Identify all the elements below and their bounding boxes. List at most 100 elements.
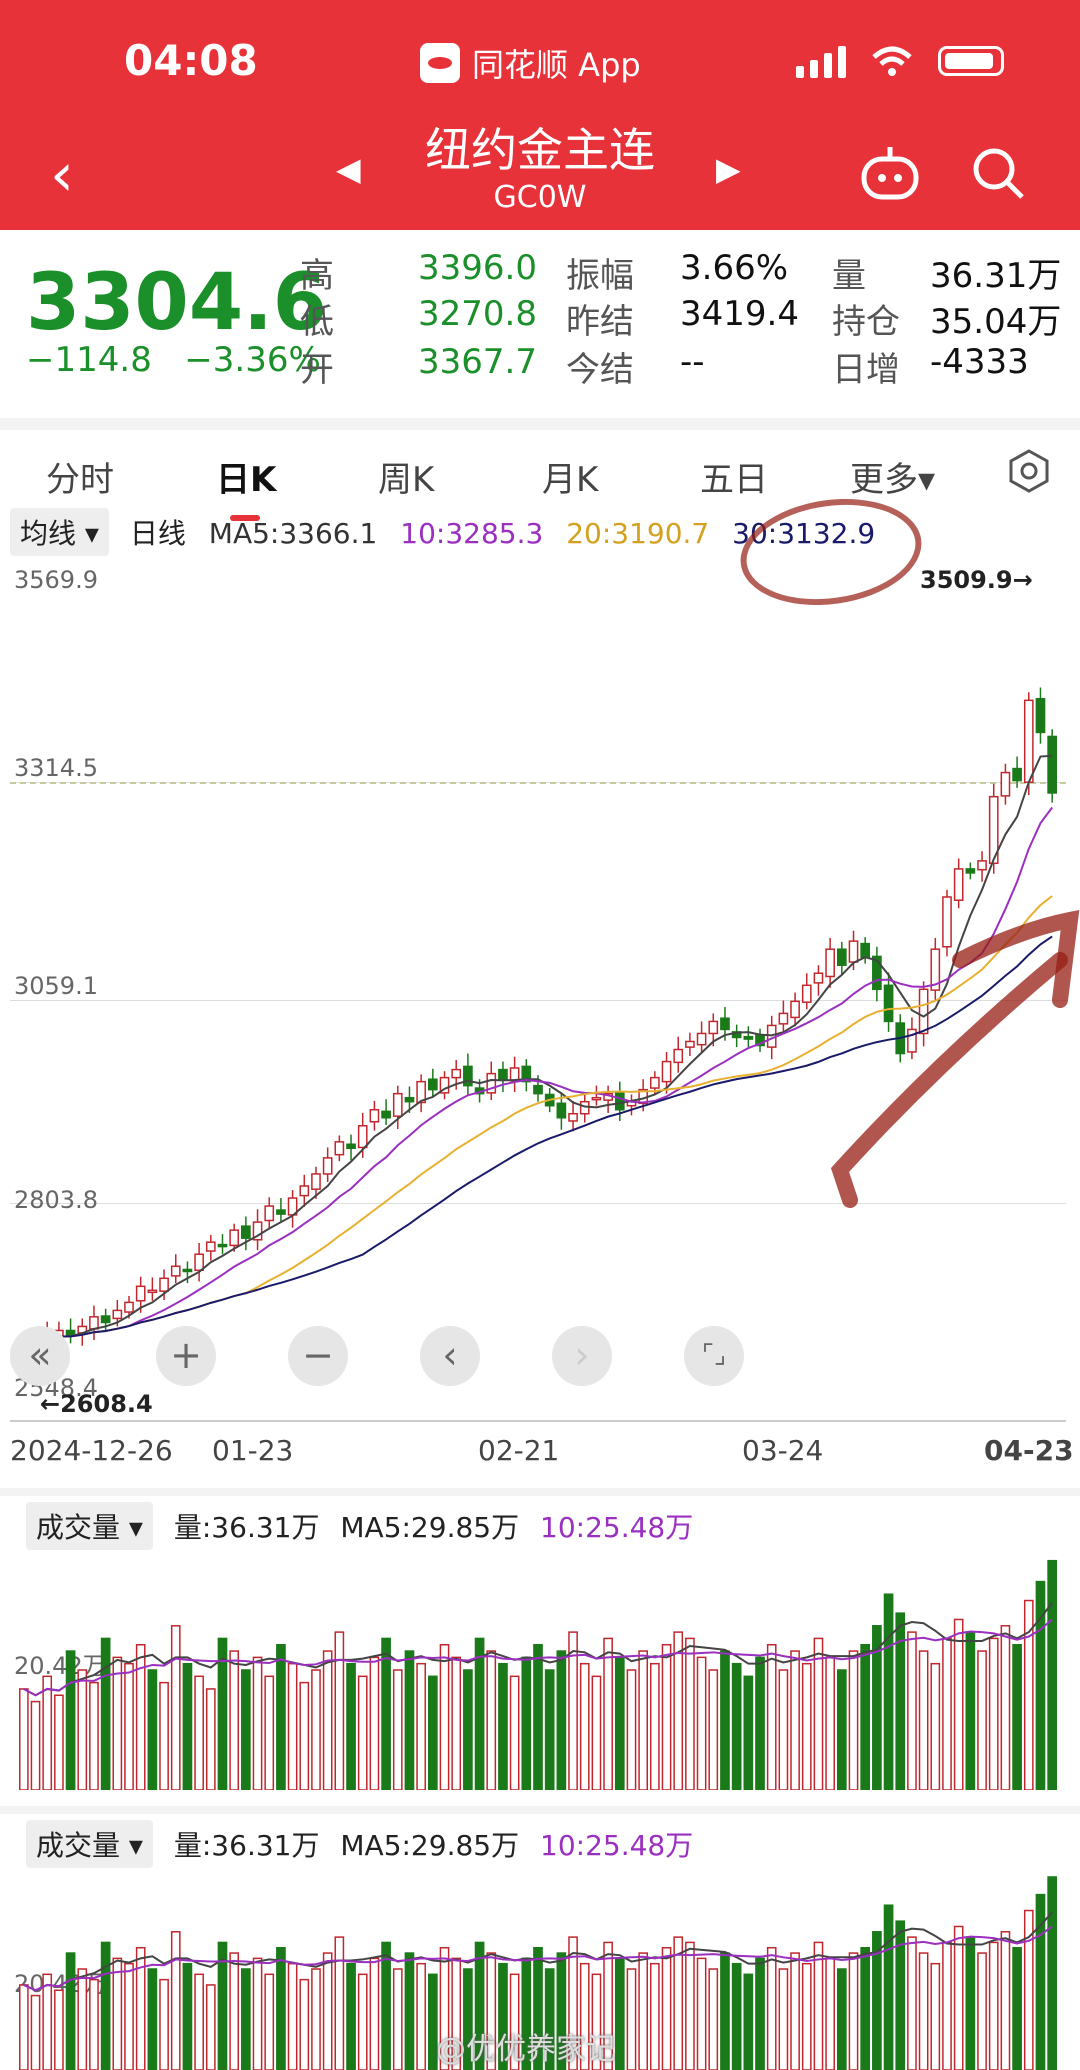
candle-body bbox=[182, 1268, 193, 1273]
robot-icon[interactable] bbox=[858, 145, 922, 201]
volume-bar bbox=[299, 1978, 310, 2070]
candle-body bbox=[264, 1205, 275, 1222]
prev-contract-button[interactable]: ◀ bbox=[336, 150, 361, 188]
wifi-icon bbox=[872, 46, 912, 76]
volume-bar bbox=[836, 1968, 847, 2070]
y-tick-top: 3569.9 bbox=[14, 566, 98, 594]
quote-l3-1: 持仓 bbox=[832, 302, 900, 342]
volume-bar bbox=[170, 1625, 181, 1790]
volume-bar bbox=[65, 1650, 76, 1790]
volume-ma10-2: 10:25.48万 bbox=[540, 1829, 694, 1862]
volume-bar bbox=[965, 1936, 976, 2070]
volume-ma5-2: MA5:29.85万 bbox=[340, 1829, 520, 1862]
zoom-out-button[interactable]: − bbox=[288, 1326, 348, 1386]
volume-bar bbox=[100, 1941, 111, 2070]
volume-bar bbox=[463, 1669, 473, 1790]
volume-bar bbox=[673, 1631, 684, 1790]
search-icon[interactable] bbox=[970, 145, 1026, 201]
volume-bar bbox=[790, 1650, 800, 1790]
candlestick-chart[interactable] bbox=[8, 560, 1068, 1420]
candle-body bbox=[217, 1243, 228, 1248]
volume-bar bbox=[205, 1688, 216, 1790]
tab-five-day[interactable]: 五日 bbox=[700, 460, 768, 500]
volume-bar bbox=[1012, 1643, 1022, 1790]
volume-bar bbox=[19, 1688, 29, 1790]
volume-bar bbox=[264, 1675, 275, 1790]
candle-body bbox=[650, 1076, 660, 1089]
next-contract-button[interactable]: ▶ bbox=[716, 150, 741, 188]
volume-bar bbox=[147, 1968, 158, 2070]
tab-monthly-k[interactable]: 月K bbox=[542, 460, 599, 500]
x-tick-3: 03-24 bbox=[742, 1434, 824, 1467]
tab-daily-k[interactable]: 日K bbox=[216, 452, 276, 521]
quote-v3-2: -4333 bbox=[930, 342, 1029, 382]
volume-bar bbox=[182, 1962, 193, 2070]
ma10-line bbox=[23, 806, 1053, 1344]
ma-selector[interactable]: 均线 ▾ bbox=[10, 508, 109, 556]
volume-chart-1[interactable] bbox=[8, 1540, 1068, 1790]
app-name: 同花顺 App bbox=[420, 40, 641, 86]
volume-bar bbox=[988, 1637, 999, 1790]
volume-bar bbox=[19, 1984, 29, 2070]
volume-bar bbox=[498, 1662, 508, 1790]
volume-bar bbox=[661, 1946, 672, 2070]
candle-body bbox=[836, 948, 847, 966]
quote-l2-2: 今结 bbox=[566, 350, 634, 390]
volume-bar bbox=[813, 1941, 824, 2070]
volume-bar bbox=[1035, 1893, 1046, 2070]
candle-body bbox=[977, 860, 987, 871]
settings-hex-icon[interactable] bbox=[1006, 448, 1052, 494]
volume-bar bbox=[346, 1662, 356, 1790]
candle-body bbox=[907, 1028, 917, 1053]
volume-bar bbox=[381, 1941, 391, 2070]
volume-bar bbox=[451, 1957, 462, 2070]
back-button[interactable]: ‹ bbox=[50, 140, 74, 210]
volume-bar bbox=[790, 1952, 800, 2070]
volume-bar bbox=[614, 1656, 625, 1790]
candle-body bbox=[965, 868, 976, 874]
candle-body bbox=[1035, 697, 1046, 734]
candle-body bbox=[100, 1315, 111, 1324]
volume-selector-2[interactable]: 成交量 ▾ bbox=[26, 1820, 153, 1868]
volume-bar bbox=[451, 1656, 462, 1790]
candle-body bbox=[930, 948, 941, 991]
change-percent: −3.36% bbox=[184, 340, 321, 380]
candle-body bbox=[988, 795, 999, 865]
quote-v2-0: 3.66% bbox=[680, 248, 789, 288]
volume-bar bbox=[427, 1973, 438, 2070]
low-marker: ←2608.4 bbox=[40, 1390, 153, 1418]
volume-bar bbox=[124, 1962, 134, 2070]
volume-bar bbox=[755, 1656, 765, 1790]
candle-body bbox=[813, 972, 824, 984]
volume-bar bbox=[89, 1681, 99, 1790]
collapse-button[interactable]: « bbox=[10, 1326, 70, 1386]
tab-more[interactable]: 更多▾ bbox=[850, 460, 936, 500]
volume-chart-2[interactable] bbox=[8, 1858, 1068, 2070]
volume-bar bbox=[147, 1669, 158, 1790]
volume-bar bbox=[416, 1962, 426, 2070]
volume-bar bbox=[626, 1669, 637, 1790]
quote-l3-0: 量 bbox=[832, 256, 866, 296]
ma10-value: 10:3285.3 bbox=[400, 517, 544, 550]
tab-weekly-k[interactable]: 周K bbox=[378, 460, 435, 500]
scroll-left-button[interactable]: ‹ bbox=[420, 1326, 480, 1386]
volume-bar bbox=[322, 1952, 333, 2070]
y-tick-2: 3314.5 bbox=[14, 754, 98, 782]
volume-bar bbox=[708, 1669, 719, 1790]
volume-bar bbox=[848, 1650, 859, 1790]
signal-icon bbox=[796, 44, 846, 78]
candle-body bbox=[1000, 771, 1011, 797]
fullscreen-button[interactable]: ⌜⌟ bbox=[684, 1326, 744, 1386]
zoom-in-button[interactable]: + bbox=[156, 1326, 216, 1386]
scroll-right-button[interactable]: › bbox=[552, 1326, 612, 1386]
battery-icon bbox=[938, 46, 1004, 76]
candle-body bbox=[883, 984, 894, 1023]
volume-selector-1[interactable]: 成交量 ▾ bbox=[26, 1502, 153, 1550]
volume-bar bbox=[696, 1957, 707, 2070]
tab-fenshi[interactable]: 分时 bbox=[46, 460, 114, 500]
period-tabs: 分时 日K 周K 月K 五日 更多▾ bbox=[0, 418, 1080, 521]
volume-bar bbox=[159, 1681, 169, 1790]
candle-body bbox=[135, 1285, 146, 1302]
volume-bar bbox=[977, 1952, 987, 2070]
x-tick-2: 02-21 bbox=[478, 1434, 560, 1467]
